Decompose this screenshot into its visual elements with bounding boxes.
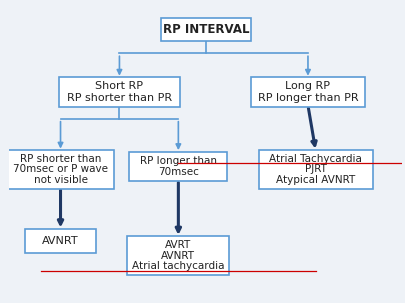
Text: RP shorter than: RP shorter than	[20, 154, 101, 164]
FancyBboxPatch shape	[251, 77, 365, 107]
Text: Atrial Tachycardia: Atrial Tachycardia	[269, 154, 362, 164]
Text: 70msec or P wave: 70msec or P wave	[13, 164, 108, 174]
Text: 70msec: 70msec	[158, 167, 199, 177]
Text: Short RP: Short RP	[96, 81, 143, 91]
Text: RP longer than: RP longer than	[140, 155, 217, 165]
Text: Atrial tachycardia: Atrial tachycardia	[132, 261, 225, 271]
FancyBboxPatch shape	[161, 18, 251, 42]
FancyBboxPatch shape	[8, 150, 113, 189]
FancyBboxPatch shape	[59, 77, 180, 107]
FancyBboxPatch shape	[25, 229, 96, 253]
Text: RP INTERVAL: RP INTERVAL	[162, 23, 249, 36]
FancyBboxPatch shape	[127, 236, 229, 275]
Text: AVNRT: AVNRT	[161, 251, 195, 261]
Text: Long RP: Long RP	[286, 81, 330, 91]
FancyBboxPatch shape	[259, 150, 373, 189]
Text: AVNRT: AVNRT	[42, 236, 79, 246]
Text: AVRT: AVRT	[165, 240, 192, 250]
FancyBboxPatch shape	[129, 152, 228, 181]
Text: RP longer than PR: RP longer than PR	[258, 93, 358, 103]
Text: PJRT: PJRT	[305, 164, 327, 174]
Text: RP shorter than PR: RP shorter than PR	[67, 93, 172, 103]
Text: not visible: not visible	[34, 175, 87, 185]
Text: Atypical AVNRT: Atypical AVNRT	[276, 175, 356, 185]
